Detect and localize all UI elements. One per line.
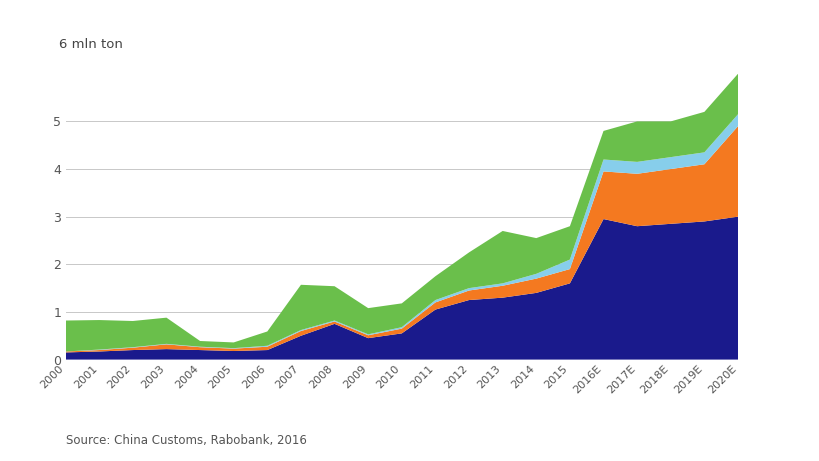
Text: Source: China Customs, Rabobank, 2016: Source: China Customs, Rabobank, 2016 bbox=[66, 434, 306, 447]
Text: 6 mln ton: 6 mln ton bbox=[59, 38, 123, 51]
